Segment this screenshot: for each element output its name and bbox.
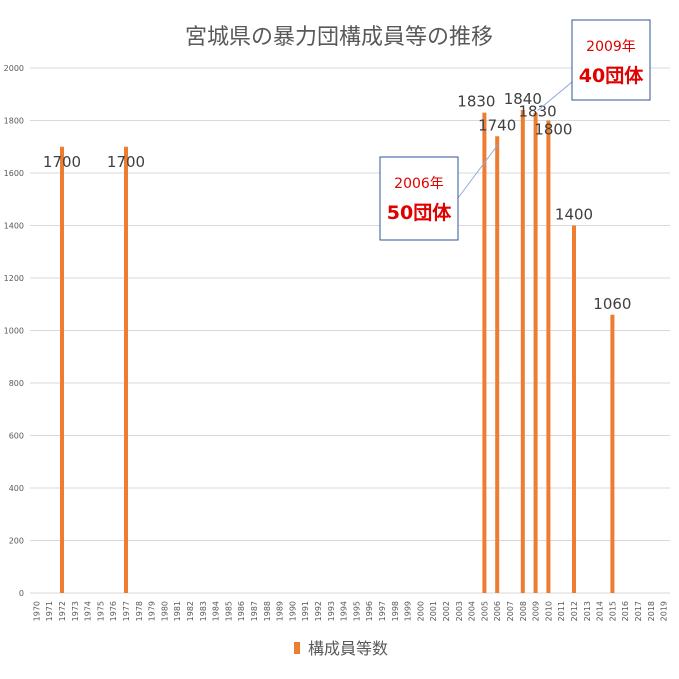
annotation-year: 2009年 (586, 39, 636, 55)
x-tick-label: 1987 (250, 601, 259, 621)
x-tick-label: 1973 (71, 601, 80, 621)
y-tick-label: 0 (19, 589, 24, 598)
x-tick-label: 1977 (122, 601, 131, 621)
data-label: 1700 (43, 153, 81, 171)
chart-title: 宮城県の暴力団構成員等の推移 (185, 25, 493, 50)
bar (482, 112, 487, 593)
x-tick-label: 2011 (557, 601, 566, 621)
data-label: 1840 (504, 90, 542, 108)
x-tick-label: 2019 (660, 601, 669, 621)
bar (124, 146, 128, 593)
x-tick-label: 2002 (442, 601, 451, 621)
x-tick-label: 1983 (199, 601, 208, 621)
x-tick-label: 2001 (429, 601, 438, 621)
x-tick-label: 1993 (327, 601, 336, 621)
annotation-box (379, 156, 459, 241)
x-tick-label: 1989 (276, 601, 285, 621)
legend-swatch (294, 642, 300, 654)
bar (495, 136, 500, 593)
x-tick-label: 2017 (634, 601, 643, 621)
y-tick-label: 1400 (4, 222, 24, 231)
x-tick-label: 2000 (416, 601, 425, 621)
x-tick-label: 1998 (391, 601, 400, 621)
x-tick-label: 2004 (468, 601, 477, 621)
x-tick-label: 2016 (621, 601, 630, 621)
x-tick-label: 2005 (480, 601, 489, 621)
x-tick-label: 1988 (263, 601, 272, 621)
x-tick-label: 1975 (96, 601, 105, 621)
data-label: 1830 (457, 93, 495, 111)
y-tick-label: 600 (9, 432, 24, 441)
data-label: 1830 (519, 103, 557, 121)
y-tick-label: 1600 (4, 169, 24, 178)
x-tick-label: 1986 (237, 601, 246, 621)
x-tick-label: 1971 (45, 601, 54, 621)
y-tick-label: 800 (9, 379, 24, 388)
data-label: 1060 (593, 295, 631, 313)
bar (60, 146, 64, 593)
y-tick-label: 1200 (4, 274, 24, 283)
x-tick-label: 1974 (84, 601, 93, 621)
x-tick-label: 1984 (212, 601, 221, 621)
x-tick-label: 1979 (148, 601, 157, 621)
x-tick-label: 1999 (404, 601, 413, 621)
annotation-year: 2006年 (394, 176, 444, 192)
annotation-count: 50団体 (387, 201, 452, 224)
x-tick-label: 1970 (32, 601, 41, 621)
bar (610, 314, 615, 593)
data-label: 1400 (555, 206, 593, 224)
x-tick-label: 1978 (135, 601, 144, 621)
y-tick-label: 1800 (4, 117, 24, 126)
data-label: 1700 (107, 153, 145, 171)
x-tick-label: 2015 (608, 601, 617, 621)
grid (30, 67, 670, 594)
x-tick-label: 1992 (314, 601, 323, 621)
x-tick-label: 1990 (288, 601, 297, 621)
legend: 構成員等数 (294, 639, 388, 658)
x-tick-label: 1994 (340, 601, 349, 621)
x-tick-label: 1980 (160, 601, 169, 621)
bars (60, 110, 615, 593)
legend-label: 構成員等数 (308, 639, 388, 658)
annotations: 2006年 50団体 2009年 40団体 (379, 19, 651, 241)
annotation-box (571, 19, 651, 101)
x-tick-label: 2006 (493, 601, 502, 621)
x-tick-label: 2018 (647, 601, 656, 621)
x-tick-label: 1981 (173, 601, 182, 621)
x-tick-label: 2007 (506, 601, 515, 621)
annotation-leader (537, 81, 573, 112)
x-tick-label: 1976 (109, 601, 118, 621)
x-axis: 1970 1971 1972 1973 1974 1975 1976 1977 1978 1979… (32, 601, 668, 621)
x-tick-label: 1997 (378, 601, 387, 621)
x-tick-label: 2013 (583, 601, 592, 621)
x-tick-label: 2008 (519, 601, 528, 621)
annotation-leader (457, 143, 499, 199)
y-axis: 0 200 400 600 800 1000 1200 1400 1600 1800 2000 (4, 64, 24, 598)
y-tick-label: 2000 (4, 64, 24, 73)
bar (572, 225, 576, 593)
bar (520, 110, 525, 593)
x-tick-label: 1982 (186, 601, 195, 621)
x-tick-label: 2012 (570, 601, 579, 621)
annotation-count: 40団体 (579, 64, 644, 87)
x-tick-label: 1995 (352, 601, 361, 621)
x-tick-label: 2010 (544, 601, 553, 621)
x-tick-label: 1996 (365, 601, 374, 621)
y-tick-label: 200 (9, 537, 24, 546)
bar (533, 112, 538, 593)
x-tick-label: 2009 (532, 601, 541, 621)
y-tick-label: 1000 (4, 327, 24, 336)
y-tick-label: 400 (9, 484, 24, 493)
data-label: 1740 (478, 116, 516, 134)
bar (546, 120, 551, 593)
x-tick-label: 1985 (224, 601, 233, 621)
data-label: 1800 (534, 121, 572, 139)
x-tick-label: 1991 (301, 601, 310, 621)
x-tick-label: 2003 (455, 601, 464, 621)
x-tick-label: 1972 (58, 601, 67, 621)
x-tick-label: 2014 (596, 601, 605, 621)
